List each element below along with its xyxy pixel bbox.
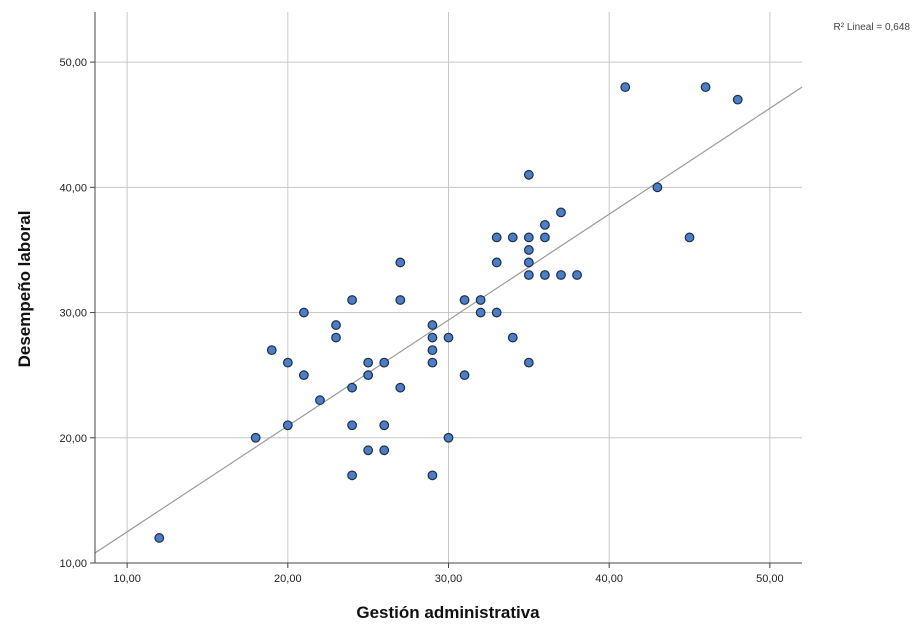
x-tick-label-1: 20,00 (274, 573, 302, 585)
data-point-6 (300, 371, 309, 380)
data-point-43 (525, 271, 534, 280)
data-point-30 (460, 296, 469, 305)
data-point-7 (316, 396, 325, 405)
x-tick-label-4: 50,00 (756, 573, 784, 585)
y-tick-label-3: 40,00 (59, 182, 87, 194)
x-tick-label-0: 10,00 (113, 573, 141, 585)
data-point-38 (508, 333, 517, 342)
data-point-21 (396, 296, 405, 305)
data-point-9 (332, 333, 341, 342)
data-point-36 (492, 308, 501, 317)
data-point-13 (348, 471, 357, 480)
r-squared-annotation: R² Lineal = 0,648 (834, 22, 911, 33)
data-point-27 (428, 471, 437, 480)
data-point-8 (332, 321, 341, 330)
data-point-47 (541, 271, 550, 280)
data-point-12 (348, 421, 357, 430)
data-point-32 (476, 296, 485, 305)
x-axis-title: Gestión administrativa (356, 603, 540, 622)
data-point-25 (428, 346, 437, 355)
data-point-5 (300, 308, 309, 317)
data-point-33 (476, 308, 485, 317)
data-point-39 (525, 170, 534, 179)
data-point-11 (348, 383, 357, 392)
data-point-2 (267, 346, 276, 355)
y-tick-label-4: 50,00 (59, 57, 87, 69)
data-point-17 (380, 358, 389, 367)
data-point-46 (541, 233, 550, 242)
data-point-54 (701, 83, 710, 92)
data-point-14 (364, 358, 373, 367)
data-point-10 (348, 296, 357, 305)
data-point-40 (525, 233, 534, 242)
data-point-41 (525, 246, 534, 255)
data-point-26 (428, 358, 437, 367)
data-point-45 (541, 221, 550, 230)
data-point-15 (364, 371, 373, 380)
data-point-44 (525, 358, 534, 367)
data-point-23 (428, 321, 437, 330)
data-point-42 (525, 258, 534, 267)
data-point-49 (557, 271, 566, 280)
data-point-48 (557, 208, 566, 217)
data-point-55 (733, 95, 742, 104)
y-axis-title: Desempeño laboral (15, 211, 34, 368)
data-point-28 (444, 333, 453, 342)
data-point-22 (396, 383, 405, 392)
data-point-0 (155, 534, 164, 543)
y-tick-label-2: 30,00 (59, 308, 87, 320)
data-point-52 (653, 183, 662, 192)
x-tick-label-3: 40,00 (595, 573, 623, 585)
data-point-19 (380, 446, 389, 455)
data-point-16 (364, 446, 373, 455)
data-point-53 (685, 233, 694, 242)
data-point-1 (251, 433, 260, 442)
data-point-35 (492, 258, 501, 267)
data-point-4 (284, 421, 293, 430)
y-tick-label-0: 10,00 (59, 558, 87, 570)
data-point-18 (380, 421, 389, 430)
data-point-24 (428, 333, 437, 342)
data-point-29 (444, 433, 453, 442)
data-point-34 (492, 233, 501, 242)
data-point-37 (508, 233, 517, 242)
x-tick-label-2: 30,00 (435, 573, 463, 585)
data-point-20 (396, 258, 405, 267)
data-point-3 (284, 358, 293, 367)
data-point-50 (573, 271, 582, 280)
data-point-31 (460, 371, 469, 380)
y-tick-label-1: 20,00 (59, 433, 87, 445)
data-point-51 (621, 83, 630, 92)
